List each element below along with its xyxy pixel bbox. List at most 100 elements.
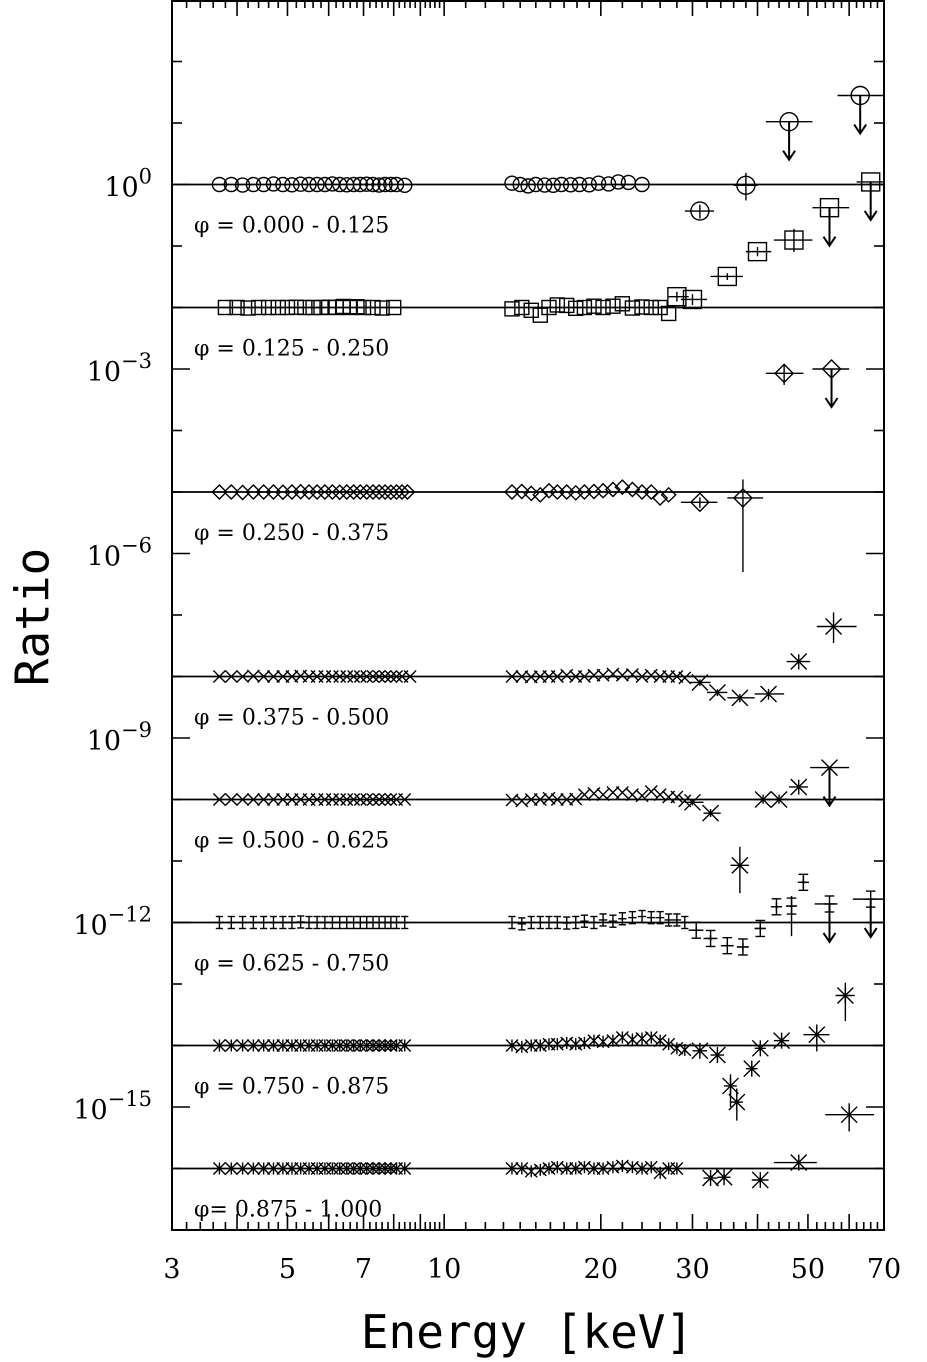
data-point [504, 175, 520, 191]
data-point [608, 914, 618, 928]
phase-label: φ = 0.750 - 0.875 [194, 1075, 389, 1100]
data-point [730, 846, 749, 894]
x-tick-label: 5 [279, 1254, 296, 1285]
data-point [605, 298, 621, 314]
data-point [259, 915, 268, 930]
data-point [347, 793, 361, 806]
data-point [359, 176, 375, 192]
data-point [297, 299, 313, 316]
data-point [773, 228, 813, 252]
data-point [765, 363, 804, 385]
x-tick-label: 3 [163, 1254, 180, 1285]
data-point [728, 1088, 746, 1121]
data-point [212, 670, 226, 683]
data-point [527, 915, 536, 930]
phase-label: φ = 0.625 - 0.750 [194, 952, 389, 977]
data-point [266, 670, 280, 683]
data-point [388, 176, 405, 193]
data-point [217, 299, 234, 316]
data-point [652, 299, 668, 316]
data-point [678, 794, 692, 808]
data-point [246, 1162, 260, 1175]
phase-label: φ = 0.000 - 0.125 [194, 214, 389, 239]
data-point [571, 176, 588, 193]
data-point [378, 1162, 392, 1175]
data-point [366, 1039, 380, 1052]
data-point [403, 670, 417, 683]
data-point [662, 1037, 676, 1051]
data-point [388, 484, 405, 500]
y-tick-label: 10−12 [73, 903, 152, 942]
x-tick-label: 7 [355, 1254, 372, 1285]
data-point [320, 915, 330, 930]
phase-label: φ= 0.875 - 1.000 [194, 1198, 382, 1223]
data-point [224, 793, 238, 806]
data-point [309, 484, 326, 500]
data-point [517, 917, 527, 931]
data-point [751, 1039, 769, 1057]
data-point [672, 913, 682, 927]
data-point [765, 111, 813, 162]
data-point [384, 1039, 398, 1052]
data-point [513, 483, 530, 500]
data-point [301, 484, 318, 500]
data-point [236, 793, 250, 806]
data-point [545, 177, 561, 194]
data-point [250, 299, 267, 316]
data-point [587, 668, 601, 682]
data-point [211, 176, 228, 193]
data-point [371, 484, 388, 500]
data-point [727, 689, 755, 707]
data-point [559, 297, 575, 314]
data-point [615, 668, 629, 682]
data-point [720, 936, 734, 955]
data-point [576, 299, 593, 316]
data-point [347, 1162, 361, 1175]
data-point [542, 791, 556, 805]
data-point [600, 176, 617, 192]
data-point [647, 910, 656, 925]
data-point [614, 479, 631, 496]
data-point [797, 873, 809, 892]
data-point [643, 299, 659, 316]
data-point [581, 177, 597, 193]
data-point [702, 804, 721, 822]
data-point [680, 289, 708, 310]
data-point [347, 670, 361, 683]
data-point [664, 913, 673, 927]
data-point [275, 176, 291, 193]
data-point [635, 789, 649, 803]
data-point [276, 1039, 290, 1052]
data-point [708, 1046, 726, 1064]
data-point [703, 929, 718, 948]
data-point [360, 670, 374, 683]
data-point [304, 915, 314, 930]
data-point [683, 793, 704, 811]
data-point [212, 1039, 226, 1052]
data-point [328, 915, 337, 930]
y-axis-title: Ratio [6, 548, 60, 686]
data-point [345, 484, 362, 500]
data-point [292, 176, 309, 192]
data-point [353, 1162, 367, 1175]
data-point [653, 788, 667, 802]
data-point [236, 1039, 250, 1052]
data-point [505, 1162, 519, 1175]
data-point [345, 176, 362, 193]
data-point [533, 1163, 547, 1177]
data-point [743, 1060, 761, 1078]
data-point [567, 484, 584, 501]
data-point [312, 915, 322, 930]
data-point [365, 299, 381, 316]
data-point [352, 176, 368, 193]
data-point [644, 1160, 658, 1174]
data-point [618, 912, 627, 926]
data-point [270, 299, 286, 316]
data-point [301, 176, 317, 193]
data-point [680, 915, 690, 930]
data-point [255, 176, 272, 193]
data-point [722, 1074, 740, 1107]
data-point [249, 915, 258, 930]
data-point [257, 670, 271, 683]
